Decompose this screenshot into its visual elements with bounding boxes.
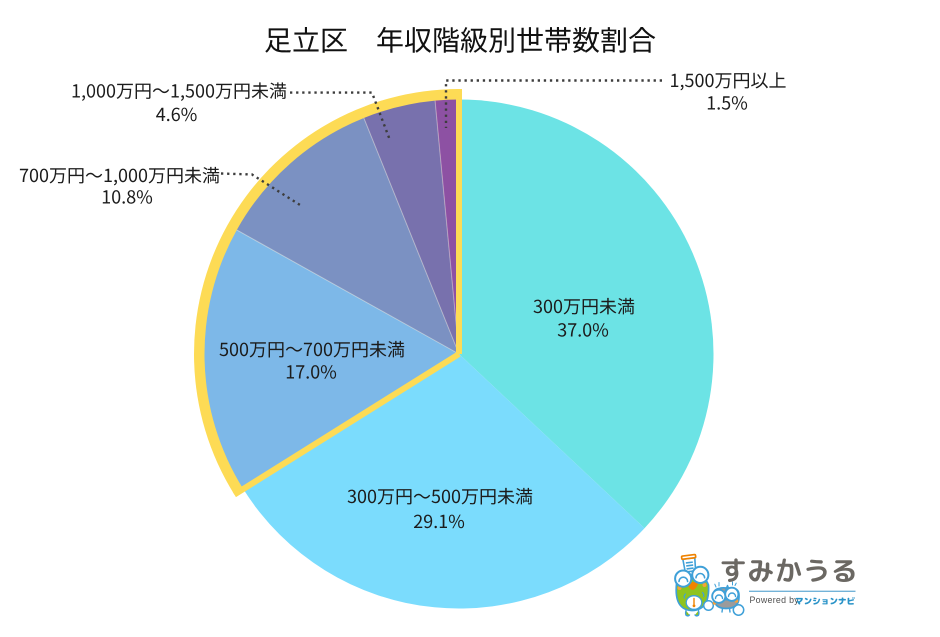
svg-text:Powered by: Powered by <box>750 595 800 605</box>
